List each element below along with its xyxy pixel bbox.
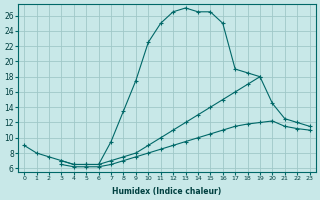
X-axis label: Humidex (Indice chaleur): Humidex (Indice chaleur) — [112, 187, 221, 196]
